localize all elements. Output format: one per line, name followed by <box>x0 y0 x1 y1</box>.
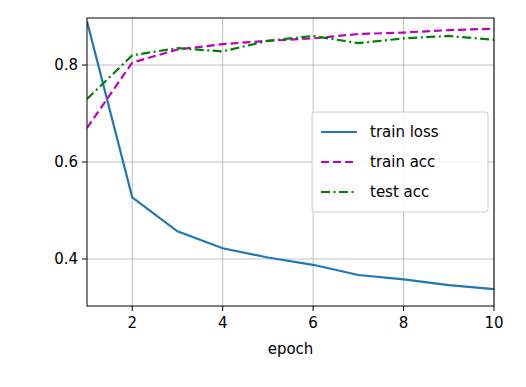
tick-mark <box>132 306 133 311</box>
tick-mark <box>313 306 314 311</box>
grid-line <box>87 258 494 259</box>
plot-background <box>87 18 494 306</box>
tick-label: 2 <box>127 314 137 332</box>
legend-label: train loss <box>370 123 439 141</box>
tick-label: 4 <box>218 314 228 332</box>
legend-label: test acc <box>370 183 429 201</box>
legend-swatch <box>321 161 357 163</box>
legend-box <box>312 112 488 212</box>
tick-mark <box>403 306 404 311</box>
tick-mark <box>82 258 87 259</box>
tick-mark <box>494 306 495 311</box>
legend-swatch <box>321 131 357 133</box>
series-line <box>87 36 494 99</box>
tick-mark <box>82 65 87 66</box>
tick-mark <box>82 162 87 163</box>
tick-label: 0.4 <box>54 250 78 268</box>
tick-label: 8 <box>399 314 409 332</box>
chart: 2 4 6 8 10 0.4 0.6 0.8 epoch train loss train acc t… <box>0 0 526 387</box>
series-line <box>87 21 494 289</box>
data-lines <box>87 21 494 289</box>
grid-line <box>87 65 494 66</box>
tick-label: 10 <box>484 314 503 332</box>
plot-frame <box>87 18 494 306</box>
tick-label: 0.8 <box>54 56 78 74</box>
legend-swatch <box>321 191 357 193</box>
tick-label: 0.6 <box>54 153 78 171</box>
legend-label: train acc <box>370 153 435 171</box>
tick-label: 6 <box>308 314 318 332</box>
x-axis-label: epoch <box>268 340 314 358</box>
tick-mark <box>222 306 223 311</box>
